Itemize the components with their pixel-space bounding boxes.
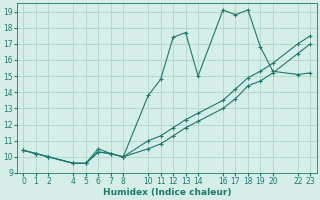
X-axis label: Humidex (Indice chaleur): Humidex (Indice chaleur) (103, 188, 231, 197)
